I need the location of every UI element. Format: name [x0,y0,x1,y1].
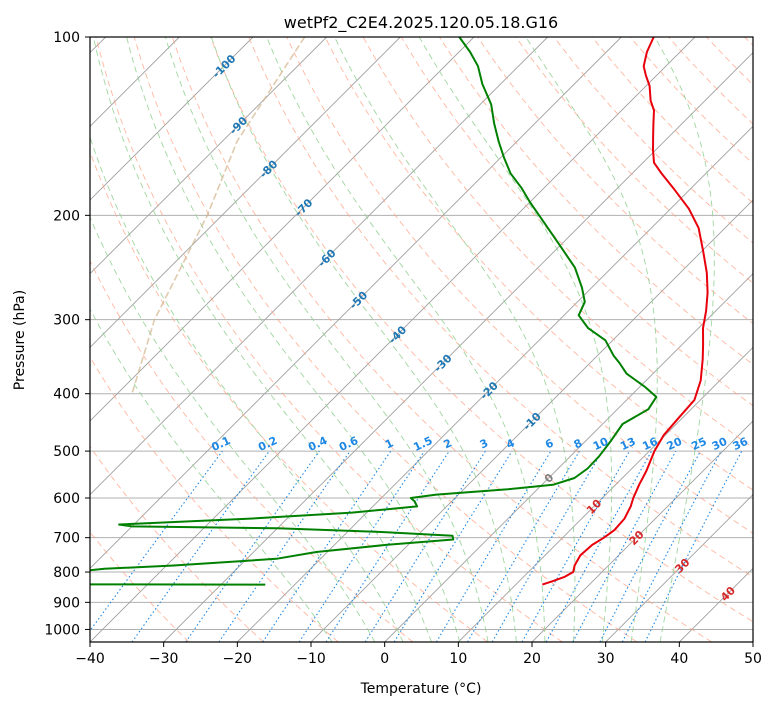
dry-adiabat-line [90,259,414,642]
x-tick-label: −20 [223,651,253,667]
dry-adiabat-line [90,356,339,642]
isotherm-line [458,346,753,642]
mixing-ratio-line [644,450,743,642]
dewpoint-profile-line [90,37,658,586]
x-axis-title: Temperature (°C) [360,681,482,697]
mixing-ratio-label: 30 [710,435,730,453]
x-tick-label: −30 [149,651,179,667]
mixing-ratio-line [262,450,392,642]
mixing-ratio-line [572,450,677,642]
dry-adiabat-line [324,37,753,491]
isotherm-line [90,37,327,275]
isotherm-line [237,125,753,642]
mixing-ratio-line [90,450,223,632]
y-tick-label: 600 [53,491,80,507]
moist-adiabat-line [92,37,432,642]
x-tick-label: 20 [523,651,541,667]
y-tick-label: 100 [53,30,80,46]
mixing-ratio-label: 36 [731,435,751,453]
y-tick-label: 1000 [44,622,80,638]
x-axis: −40 −30 −20 −10 0 10 20 30 40 50 [75,642,762,667]
isotherm-line [90,37,548,496]
y-tick-label: 200 [53,208,80,224]
isotherm-line [531,420,753,642]
y-tick-label: 700 [53,531,80,547]
mixing-ratio-label: 10 [591,435,611,453]
mixing-ratio-label: 20 [665,435,685,453]
data-series [90,37,709,586]
moist-adiabat-line [334,37,576,642]
y-tick-label: 800 [53,565,80,581]
isotherm-line [163,52,753,642]
x-tick-label: 30 [597,651,615,667]
dry-adiabat-line [95,37,563,642]
x-tick-label: −40 [75,651,105,667]
y-axis: 100 200 300 400 500 600 700 800 900 1000 [44,30,90,638]
y-tick-label: 900 [53,595,80,611]
mixing-ratio-line [298,450,425,642]
frost-curve-line [131,37,306,394]
isotherm-line [90,37,254,201]
moist-adiabat-line [418,37,613,642]
chart-title: wetPf2_C2E4.2025.120.05.18.G16 [284,13,558,33]
moist-adiabat-line [210,37,517,642]
isotherm-line [90,37,696,642]
plot-frame [89,36,754,643]
x-tick-label: 0 [380,651,389,667]
isotherm-line [384,273,753,642]
dry-adiabat-line [515,37,753,284]
isotherm-line [752,641,753,642]
y-tick-label: 300 [53,313,80,329]
x-tick-label: 50 [744,651,762,667]
dry-adiabat-line [90,445,264,642]
moist-adiabat-line [90,308,333,642]
mixing-ratio-line [545,450,653,642]
moist-adiabat-line [126,37,461,642]
mixing-ratio-label: 13 [618,435,637,453]
mixing-ratio-line [325,450,450,642]
x-tick-label: −10 [296,651,326,667]
moist-adiabat-line [525,37,658,642]
moist-adiabat-line [654,37,715,642]
dry-adiabat-line [248,37,753,578]
moist-adiabat-line [266,37,546,642]
y-axis-title: Pressure (hPa) [12,290,28,390]
moist-adiabat-line [90,135,404,642]
dry-adiabat-line [210,37,753,623]
isotherm-line [605,494,753,642]
x-tick-label: 10 [449,651,467,667]
isotherm-line [90,37,475,422]
temperature-profile-line [541,37,709,586]
dry-adiabat-line [286,37,753,534]
mixing-ratio-line [218,450,351,642]
mixing-ratio-line [521,450,630,642]
y-tick-label: 500 [53,444,80,460]
mixing-ratio-label: 16 [640,435,660,453]
moist-adiabat-line [164,37,489,642]
diagram-grid [90,37,753,642]
dry-adiabat-line [171,37,712,642]
mixing-ratio-line [393,450,513,642]
mixing-ratio-line [185,450,320,642]
mixing-ratio-label: 25 [689,435,708,453]
y-tick-label: 400 [53,387,80,403]
moist-adiabat-line [90,216,376,642]
x-tick-label: 40 [670,651,688,667]
isotherm-line [90,37,401,348]
isotherm-line [90,37,622,569]
